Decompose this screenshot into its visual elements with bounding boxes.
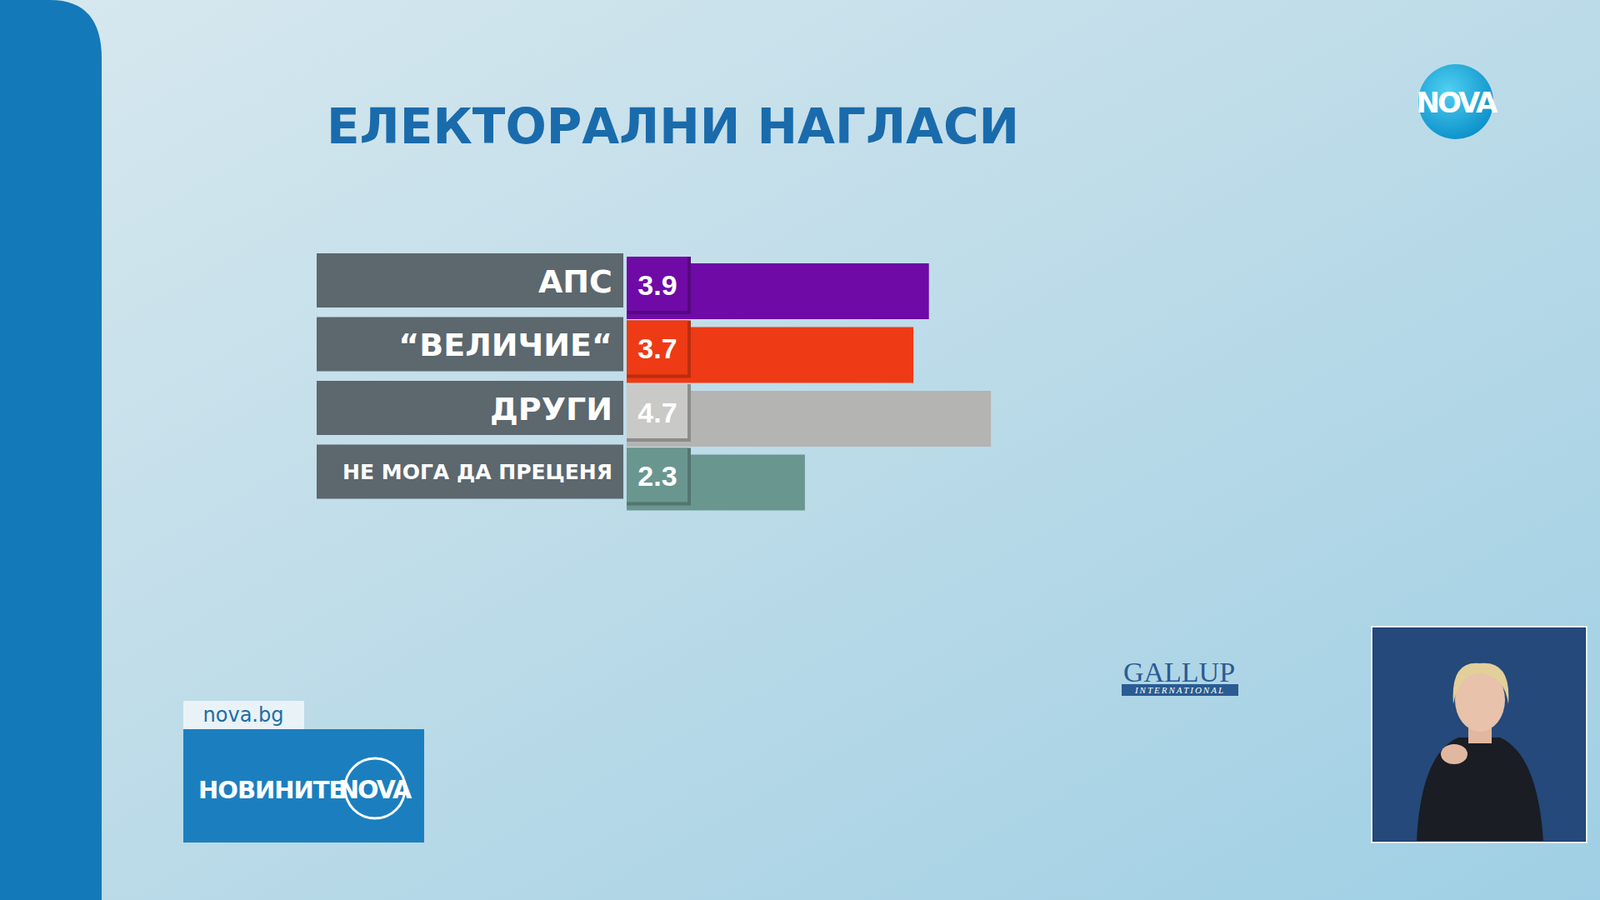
value-box-shadow	[626, 256, 691, 315]
canvas: ЕЛЕКТОРАЛНИ НАГЛАСИ АПС 3.9 “ВЕЛИЧИЕ“ 3.7 ДРУ…	[0, 0, 1600, 900]
category-label: АПС	[538, 263, 613, 300]
show-box	[183, 729, 425, 843]
interpreter-hair	[1453, 663, 1510, 705]
category-label: ДРУГИ	[490, 390, 613, 428]
category-box	[316, 380, 624, 435]
data-label: 4.7	[637, 396, 677, 429]
value-box	[626, 256, 688, 311]
category-label: “ВЕЛИЧИЕ“	[398, 326, 613, 364]
data-label: 3.7	[637, 332, 677, 365]
value-box	[626, 384, 688, 439]
value-box-shadow	[626, 448, 691, 506]
chart-title: ЕЛЕКТОРАЛНИ НАГЛАСИ	[326, 98, 1020, 155]
show-logo-text: NOVA	[338, 775, 413, 805]
source-sub: INTERNATIONAL	[1134, 685, 1225, 695]
source-band	[1121, 684, 1239, 696]
interpreter-body	[1416, 737, 1544, 841]
data-label: 2.3	[637, 460, 677, 492]
site-tab	[183, 700, 305, 730]
data-label: 3.9	[637, 269, 677, 301]
source: GALLUP	[1123, 656, 1235, 688]
category-box	[316, 253, 624, 308]
value-box-shadow	[626, 384, 691, 442]
labels: АПС 3.9 “ВЕЛИЧИЕ“ 3.7 ДРУГИ 4.7 НЕ МОГА ДА ПРЕ…	[316, 253, 691, 506]
interpreter-bg	[1373, 628, 1585, 841]
background	[0, 0, 1600, 900]
value-box	[626, 448, 688, 503]
interpreter-box	[1371, 626, 1587, 843]
value-box	[626, 320, 688, 375]
logo-text: NOVA	[1416, 85, 1499, 120]
category-box	[316, 317, 624, 372]
category-label: НЕ МОГА ДА ПРЕЦЕНЯ	[342, 460, 613, 485]
value-box-shadow	[626, 320, 691, 379]
show-text: НОВИНИТЕ	[198, 775, 345, 805]
side-panel	[0, 0, 102, 900]
interpreter-hand	[1440, 744, 1468, 765]
category-box	[316, 445, 624, 500]
site-text: nova.bg	[203, 703, 285, 727]
